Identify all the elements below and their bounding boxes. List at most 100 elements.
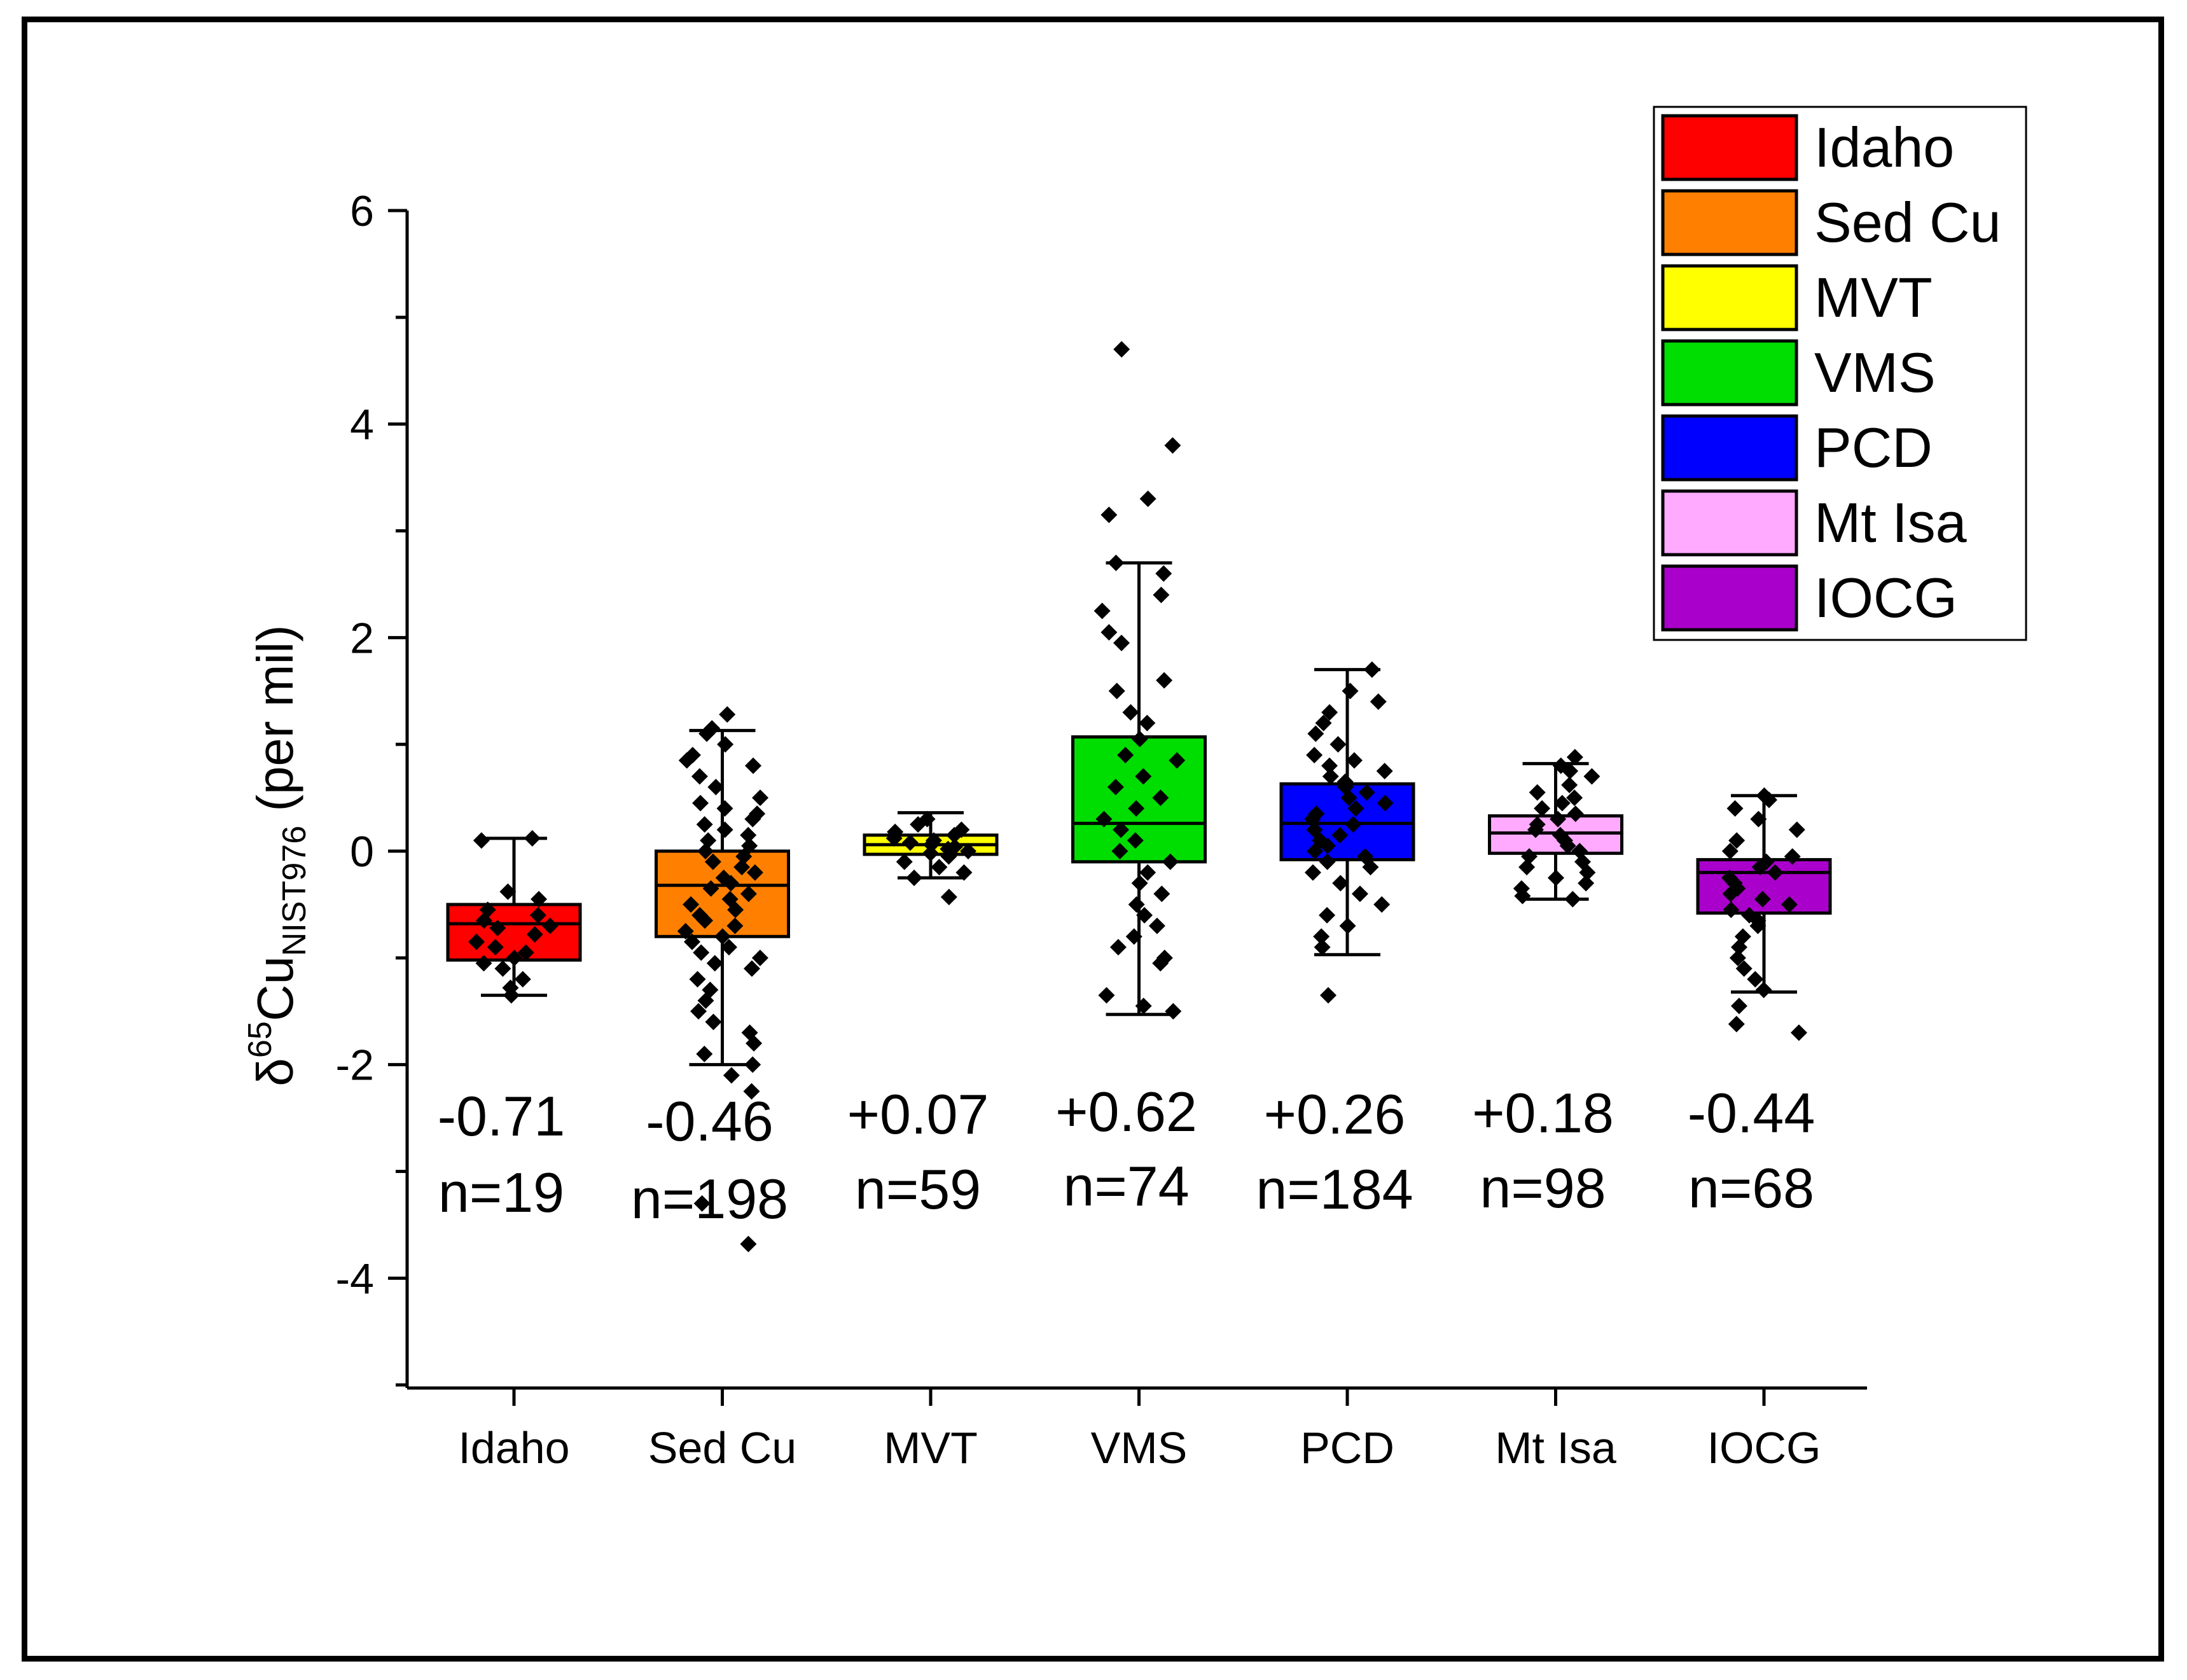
annotations: -0.71 n=19 -0.46 n=198 +0.07 n=59 +0.62 n=74 +0.… [438, 1080, 1816, 1230]
box-group-vms [1071, 341, 1207, 1020]
data-point [1362, 859, 1379, 876]
data-point [735, 848, 753, 865]
box-series [446, 341, 1832, 1253]
data-point [1319, 906, 1336, 924]
data-point [489, 919, 506, 936]
y-tick-label: 2 [350, 614, 374, 662]
data-point [743, 1083, 760, 1100]
data-point [706, 955, 723, 972]
y-tick-label: 4 [350, 401, 374, 449]
box-group-idaho [446, 830, 582, 1004]
x-tick-label: VMS [1091, 1423, 1188, 1473]
count-label: n=98 [1480, 1156, 1606, 1219]
legend-swatch [1661, 264, 1798, 331]
x-tick-label: IOCG [1707, 1423, 1821, 1473]
data-point [1153, 587, 1170, 604]
data-point [696, 816, 713, 833]
mean-label: -0.44 [1688, 1081, 1816, 1144]
data-point [1564, 891, 1581, 908]
data-point [1377, 795, 1394, 812]
data-point [494, 960, 511, 977]
data-point [1113, 634, 1130, 651]
legend-label: IOCG [1814, 566, 1957, 629]
data-point [1332, 875, 1349, 892]
y-tick-label: 6 [350, 187, 374, 235]
data-point [745, 757, 762, 774]
data-point [716, 800, 733, 817]
data-point [1358, 784, 1375, 801]
data-point [1304, 810, 1321, 828]
y-ticks: 6 4 2 0 -2 -4 [336, 187, 407, 1387]
data-point [1755, 982, 1772, 999]
data-point [1767, 864, 1784, 881]
data-point [1152, 955, 1169, 972]
y-tick-label: -4 [336, 1254, 374, 1303]
data-point [1148, 917, 1165, 934]
count-label: n=184 [1256, 1158, 1413, 1221]
data-point [1117, 746, 1134, 763]
data-point [740, 826, 757, 843]
data-point [1788, 821, 1805, 838]
data-point [744, 810, 761, 828]
legend-label: Sed Cu [1814, 191, 2001, 254]
box-group-pcd [1279, 661, 1415, 1004]
legend-label: PCD [1814, 416, 1933, 479]
y-label-standard: NIST976 [276, 826, 313, 956]
data-point [1100, 506, 1118, 524]
data-point [1345, 752, 1363, 769]
data-point [1307, 725, 1324, 742]
x-tick-label: Idaho [458, 1423, 569, 1473]
count-label: n=19 [438, 1161, 564, 1224]
x-tick-label: MVT [884, 1423, 978, 1473]
data-point [541, 917, 559, 934]
data-point [733, 859, 751, 876]
x-tick-label: PCD [1300, 1423, 1394, 1473]
data-point [1339, 917, 1356, 934]
data-point [719, 706, 736, 723]
data-point [1751, 859, 1768, 876]
data-point [746, 1035, 763, 1052]
data-point [1304, 864, 1321, 881]
data-point [696, 1045, 713, 1062]
count-label: n=68 [1688, 1156, 1814, 1219]
legend-swatch [1661, 189, 1798, 256]
data-point [1547, 869, 1564, 886]
data-point [524, 830, 541, 847]
data-point [1127, 832, 1144, 849]
data-point [1351, 885, 1368, 903]
data-point [910, 816, 927, 833]
data-point [1128, 800, 1145, 817]
data-point [885, 830, 903, 847]
data-point [1135, 768, 1152, 785]
box-group-iocg [1696, 787, 1832, 1041]
data-point [752, 789, 769, 807]
data-point [1345, 816, 1362, 833]
legend-swatch [1661, 564, 1798, 632]
data-point [1790, 1024, 1807, 1041]
data-point [1153, 885, 1170, 903]
data-point [1313, 928, 1330, 945]
data-point [1728, 1015, 1745, 1032]
data-point [1108, 683, 1125, 700]
data-point [1306, 746, 1323, 763]
y-axis-label: δ65CuNIST976 (per mil) [242, 625, 313, 1086]
data-point [531, 891, 548, 908]
count-label: n=59 [855, 1158, 981, 1221]
y-tick-label: -2 [336, 1041, 374, 1090]
data-point [1107, 779, 1124, 796]
data-point [678, 752, 695, 769]
data-point [1347, 800, 1364, 817]
data-point [1566, 749, 1583, 766]
data-point [740, 1235, 757, 1253]
y-tick-label: 0 [350, 828, 374, 876]
data-point [475, 912, 492, 929]
data-point [503, 987, 520, 1004]
data-point [1729, 949, 1746, 966]
data-point [1550, 810, 1567, 828]
data-point [1760, 791, 1777, 809]
data-point [1723, 901, 1740, 919]
data-point [1330, 736, 1347, 753]
box-group-mt-isa [1488, 749, 1623, 908]
legend-swatch [1661, 414, 1798, 482]
